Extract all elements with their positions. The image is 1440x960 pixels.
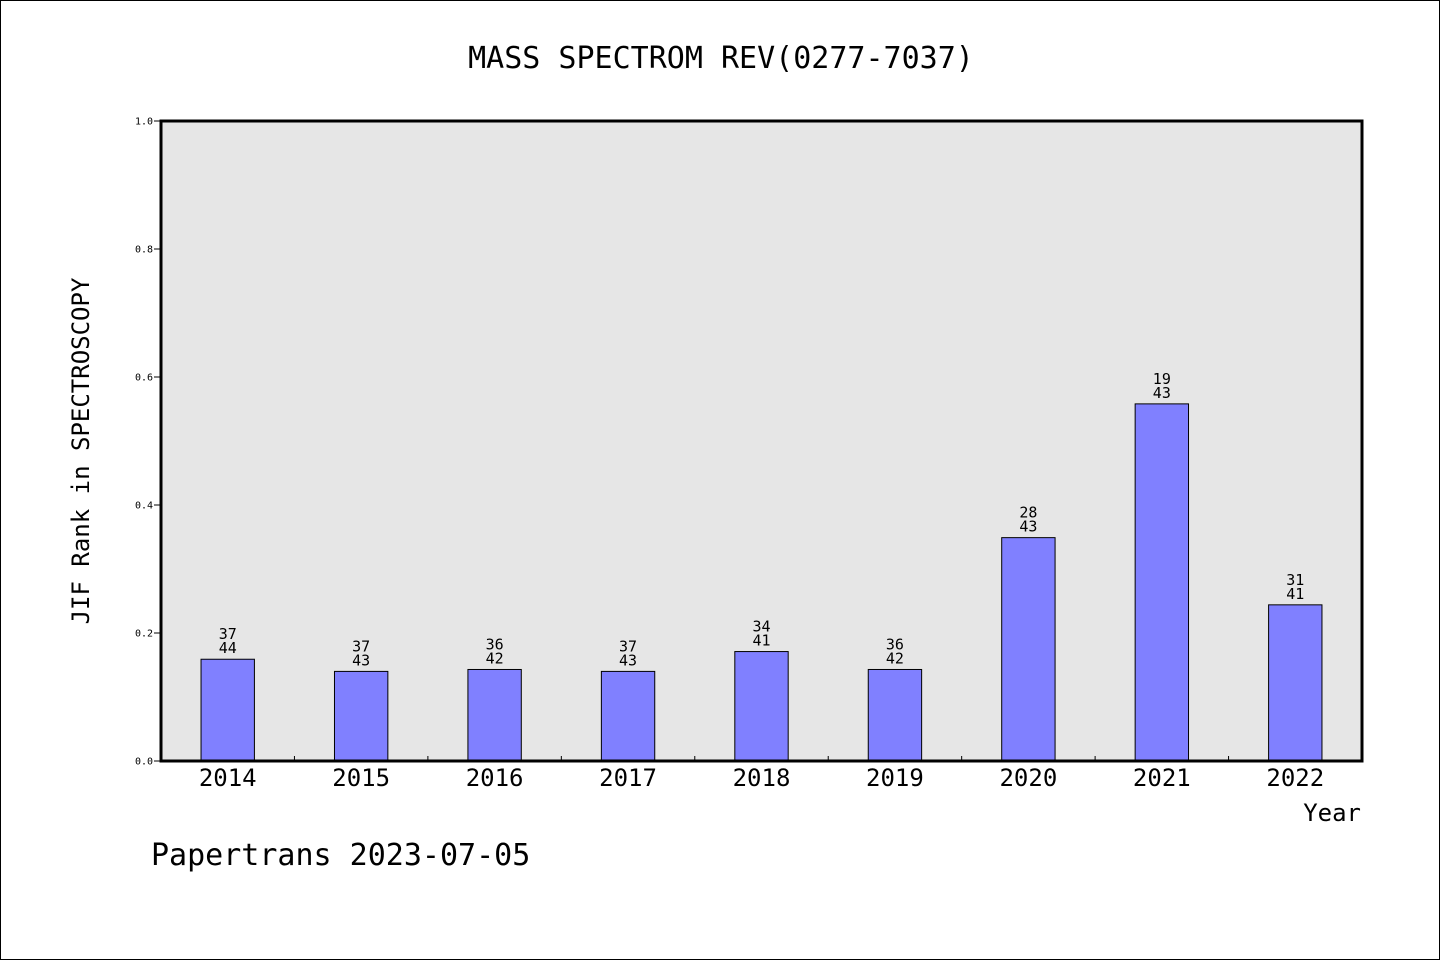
x-tick-label: 2018 — [733, 764, 791, 792]
data-label-total: 42 — [886, 649, 904, 667]
x-tick-label: 2021 — [1133, 764, 1191, 792]
data-label-rank: 37 — [219, 625, 237, 643]
bar-2019 — [867, 668, 923, 762]
bar-2015 — [333, 670, 389, 762]
x-axis-label: Year — [1303, 799, 1361, 827]
data-label-total: 41 — [1286, 585, 1304, 603]
bar-2014 — [200, 658, 255, 762]
y-tick-label: 0.6 — [135, 373, 153, 384]
y-tick-label: 0.0 — [135, 757, 153, 768]
bar-2016 — [467, 668, 522, 762]
x-tick-label: 2020 — [999, 764, 1057, 792]
data-label-rank: 31 — [1286, 571, 1304, 589]
footer-text: Papertrans 2023-07-05 — [151, 838, 530, 873]
data-label-rank: 37 — [619, 637, 637, 655]
data-label-rank: 37 — [352, 637, 370, 655]
bar-2017 — [600, 670, 656, 762]
bar-2022 — [1268, 604, 1323, 762]
data-label-rank: 34 — [752, 618, 770, 636]
x-tick-label: 2014 — [199, 764, 257, 792]
data-label-total: 42 — [486, 649, 504, 667]
data-label-rank: 36 — [486, 635, 504, 653]
data-label-rank: 28 — [1019, 504, 1037, 522]
plot-area: 0.00.20.40.60.81.03744201437432015364220… — [135, 117, 1364, 792]
data-label-total: 43 — [619, 651, 637, 669]
chart-title: MASS SPECTROM REV(0277-7037) — [468, 41, 974, 76]
bar-2021 — [1134, 403, 1190, 762]
data-label-total: 43 — [1019, 518, 1037, 536]
y-tick-label: 1.0 — [135, 117, 153, 128]
data-label-rank: 19 — [1153, 370, 1171, 388]
bar-2020 — [1001, 537, 1056, 762]
data-label-rank: 36 — [886, 635, 904, 653]
data-label-total: 43 — [1153, 384, 1171, 402]
x-tick-label: 2016 — [466, 764, 524, 792]
data-label-total: 41 — [752, 632, 770, 650]
y-tick-label: 0.2 — [135, 629, 153, 640]
bar-2018 — [734, 651, 789, 762]
x-tick-label: 2015 — [332, 764, 390, 792]
x-tick-label: 2017 — [599, 764, 657, 792]
y-axis-label: JIF Rank in SPECTROSCOPY — [67, 277, 95, 624]
plot-border — [159, 119, 1364, 763]
data-label-total: 44 — [219, 639, 237, 657]
y-tick-label: 0.4 — [135, 501, 153, 512]
x-tick-label: 2019 — [866, 764, 924, 792]
data-label-total: 43 — [352, 651, 370, 669]
y-tick-label: 0.8 — [135, 245, 153, 256]
x-tick-label: 2022 — [1266, 764, 1324, 792]
